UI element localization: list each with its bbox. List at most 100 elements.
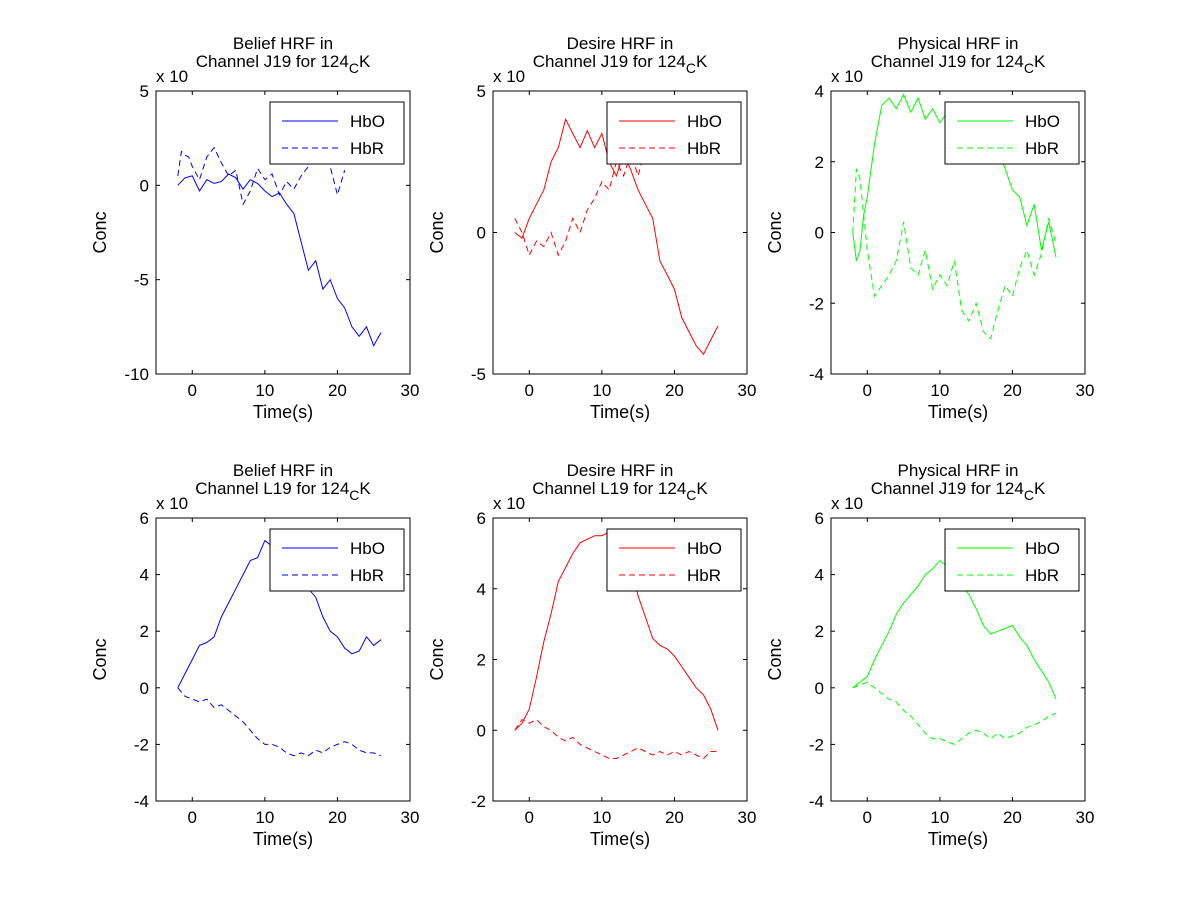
legend-label-hbr: HbR <box>350 566 384 585</box>
title-main-text: Channel J19 for 124 <box>196 52 349 71</box>
x-tick-label: 0 <box>863 808 872 827</box>
x-axis-label: Time(s) <box>928 402 988 422</box>
subplot-title-line1: Belief HRF in <box>233 34 333 53</box>
y-tick-label: -5 <box>134 271 149 290</box>
legend: HbO HbR <box>606 101 742 165</box>
x-tick-label: 10 <box>592 381 611 400</box>
subplot-title-line1: Physical HRF in <box>898 461 1019 480</box>
title-subscript: C <box>686 60 696 76</box>
subplot-1: 0 10 20 30 -10 -5 0 5 x 10 HbO HbR Belief HRF inCha… <box>90 34 419 422</box>
title-subscript: C <box>349 60 359 76</box>
legend-label-hbo: HbO <box>1025 112 1060 131</box>
legend-label-hbo: HbO <box>350 539 385 558</box>
y-tick-label: 2 <box>815 622 824 641</box>
legend-label-hbr: HbR <box>350 139 384 158</box>
y-tick-label: 4 <box>815 82 824 101</box>
series-line-hbr <box>852 681 1057 745</box>
y-tick-label: -4 <box>809 365 824 384</box>
title-suffix: K <box>696 52 708 71</box>
y-axis-label: Conc <box>427 638 447 680</box>
x-tick-label: 30 <box>738 381 757 400</box>
legend-box <box>269 101 405 165</box>
y-axis-label: Conc <box>427 211 447 253</box>
y-tick-label: 0 <box>477 224 486 243</box>
legend: HbO HbR <box>944 101 1080 165</box>
x-tick-label: 10 <box>930 808 949 827</box>
x-tick-label: 20 <box>665 808 684 827</box>
y-tick-label: -4 <box>134 792 149 811</box>
legend-label-hbr: HbR <box>687 139 721 158</box>
title-suffix: K <box>359 479 371 498</box>
y-tick-label: 2 <box>815 153 824 172</box>
title-suffix: K <box>1034 52 1046 71</box>
x-tick-label: 20 <box>665 381 684 400</box>
y-tick-label: -2 <box>809 294 824 313</box>
x-tick-label: 10 <box>592 808 611 827</box>
y-axis-label: Conc <box>90 638 110 680</box>
legend-label-hbr: HbR <box>1025 566 1059 585</box>
x-axis-label: Time(s) <box>928 829 988 849</box>
y-tick-label: 2 <box>477 651 486 670</box>
legend-box <box>944 101 1080 165</box>
x-axis-label: Time(s) <box>590 402 650 422</box>
subplot-title-line2: Channel J19 for 124CK <box>196 52 371 76</box>
y-tick-label: 5 <box>477 82 486 101</box>
subplot-title-line2: Channel J19 for 124CK <box>533 52 708 76</box>
x-tick-label: 0 <box>525 381 534 400</box>
x-tick-label: 10 <box>255 381 274 400</box>
subplot-4: 0 10 20 30 -4 -2 0 2 4 6 x 10 HbO HbR Belief HRF inCh… <box>90 461 419 849</box>
y-exponent-label: x 10 <box>156 67 188 86</box>
subplot-title-line1: Desire HRF in <box>567 461 674 480</box>
title-main-text: Channel L19 for 124 <box>532 479 686 498</box>
legend-label-hbr: HbR <box>687 566 721 585</box>
legend-box <box>606 101 742 165</box>
x-axis-label: Time(s) <box>590 829 650 849</box>
y-tick-label: 0 <box>140 679 149 698</box>
y-tick-label: -10 <box>124 365 149 384</box>
y-exponent-label: x 10 <box>831 494 863 513</box>
subplot-2: 0 10 20 30 -5 0 5 x 10 HbO HbR Desire HRF inChanne… <box>427 34 756 422</box>
x-tick-label: 30 <box>401 381 420 400</box>
title-subscript: C <box>1024 487 1034 503</box>
legend: HbO HbR <box>269 101 405 165</box>
series-line-hbo <box>177 173 382 347</box>
x-tick-label: 0 <box>188 808 197 827</box>
y-tick-label: 2 <box>140 622 149 641</box>
legend-box <box>269 528 405 592</box>
series-line-hbo <box>514 117 719 356</box>
x-tick-label: 0 <box>188 381 197 400</box>
title-main-text: Channel L19 for 124 <box>195 479 349 498</box>
legend-label-hbo: HbO <box>687 539 722 558</box>
y-exponent-label: x 10 <box>493 494 525 513</box>
x-tick-label: 10 <box>930 381 949 400</box>
title-main-text: Channel J19 for 124 <box>871 52 1024 71</box>
title-subscript: C <box>349 487 359 503</box>
title-main-text: Channel J19 for 124 <box>533 52 686 71</box>
x-tick-label: 30 <box>738 808 757 827</box>
legend-label-hbo: HbO <box>350 112 385 131</box>
x-tick-label: 20 <box>1003 381 1022 400</box>
x-tick-label: 0 <box>525 808 534 827</box>
subplot-title-line2: Channel L19 for 124CK <box>532 479 708 503</box>
x-axis-label: Time(s) <box>253 402 313 422</box>
y-tick-label: 0 <box>815 679 824 698</box>
y-axis-label: Conc <box>90 211 110 253</box>
legend: HbO HbR <box>269 528 405 592</box>
subplot-title-line1: Belief HRF in <box>233 461 333 480</box>
legend-box <box>606 528 742 592</box>
title-subscript: C <box>686 487 696 503</box>
x-tick-label: 30 <box>401 808 420 827</box>
y-tick-label: -5 <box>471 365 486 384</box>
y-axis-label: Conc <box>765 638 785 680</box>
y-tick-label: 6 <box>140 509 149 528</box>
x-tick-label: 20 <box>328 808 347 827</box>
x-tick-label: 0 <box>863 381 872 400</box>
y-tick-label: 5 <box>140 82 149 101</box>
subplot-title-line1: Desire HRF in <box>567 34 674 53</box>
subplot-title-line2: Channel J19 for 124CK <box>871 479 1046 503</box>
y-tick-label: -2 <box>471 792 486 811</box>
y-tick-label: 4 <box>140 566 149 585</box>
